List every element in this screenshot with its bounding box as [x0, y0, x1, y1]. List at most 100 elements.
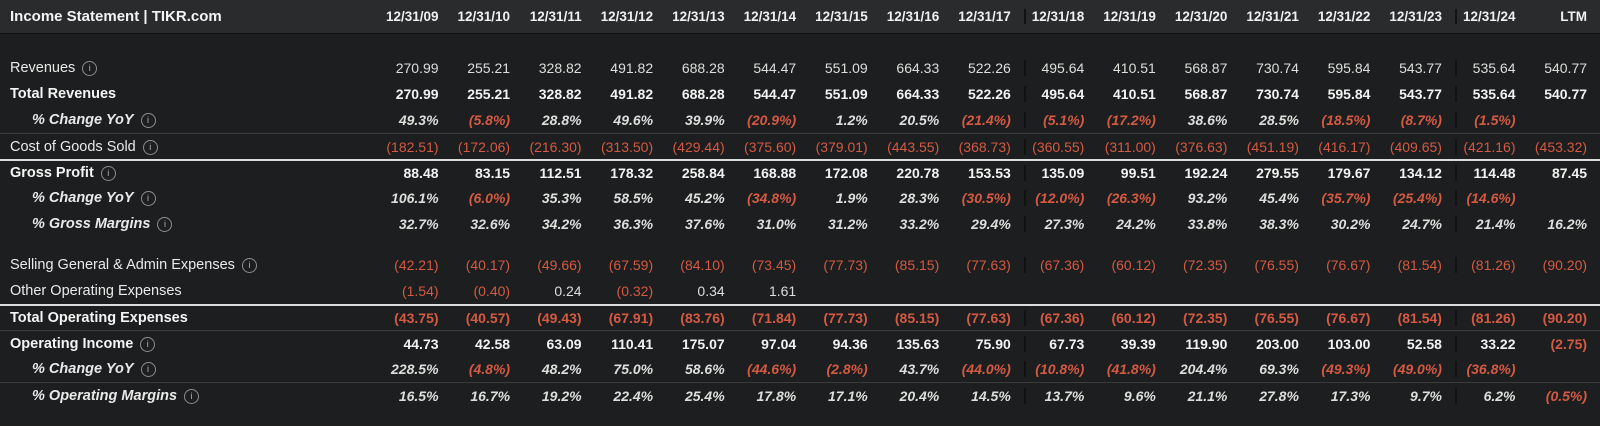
cell-total-revenues-12-31-10: 255.21 [467, 86, 511, 102]
table-row-other-operating-expenses: Other Operating Expenses (1.54) (0.40) 0.24… [0, 278, 1600, 304]
cell-gross-profit-change-yoy-12-31-10: (6.0%) [468, 190, 511, 206]
cell-gross-profit-change-yoy-12-31-23: (25.4%) [1392, 190, 1442, 206]
row-label-revenue-change-yoy[interactable]: % Change YoY i [0, 112, 380, 128]
row-label-total-revenues[interactable]: Total Revenues [0, 86, 380, 102]
info-icon[interactable]: i [140, 336, 156, 352]
cell-sga-expenses-12-31-13: (84.10) [680, 257, 725, 273]
cell-sga-expenses-12-31-23: (81.54) [1397, 257, 1442, 273]
column-header-12-31-13: 12/31/13 [672, 9, 725, 24]
cell-total-operating-expenses-12-31-23: (81.54) [1397, 310, 1442, 326]
table-row-revenues: Revenues i 270.99 255.21 328.82 491.82 688.28 5… [0, 55, 1600, 81]
cell-operating-income-ltm: (2.75) [1550, 335, 1588, 352]
column-header-ltm: LTM [1560, 9, 1588, 24]
cell-total-operating-expenses-12-31-09: (43.75) [394, 310, 439, 326]
row-label-other-operating-expenses[interactable]: Other Operating Expenses [0, 283, 380, 299]
cell-gross-profit-ltm: 87.45 [1551, 165, 1588, 181]
cell-operating-income-12-31-21: 203.00 [1256, 335, 1299, 352]
cell-total-operating-expenses-12-31-16: (85.15) [894, 310, 940, 326]
cell-gross-profit-12-31-15: 172.08 [824, 165, 868, 181]
column-header-12-31-11: 12/31/11 [529, 9, 582, 24]
cell-operating-income-change-yoy-12-31-16: 43.7% [899, 361, 940, 377]
cell-revenue-change-yoy-12-31-22: (18.5%) [1321, 112, 1371, 128]
cell-gross-profit-12-31-14: 168.88 [753, 165, 797, 181]
column-header-12-31-12: 12/31/12 [600, 9, 654, 24]
cell-operating-income-change-yoy-12-31-22: (49.3%) [1321, 361, 1371, 377]
row-label-gross-margins[interactable]: % Gross Margins i [0, 216, 380, 232]
cell-cost-of-goods-sold-12-31-21: (451.19) [1246, 138, 1299, 155]
cell-operating-margins-12-31-19: 9.6% [1123, 387, 1156, 404]
row-label-gross-profit-change-yoy[interactable]: % Change YoY i [0, 190, 380, 206]
cell-operating-income-change-yoy-12-31-10: (4.8%) [468, 361, 511, 377]
cell-gross-profit-12-31-18: 135.09 [1023, 165, 1098, 181]
column-header-12-31-09: 12/31/09 [385, 9, 439, 24]
row-label-text: % Change YoY [32, 190, 134, 206]
cell-gross-margins-12-31-15: 31.2% [828, 216, 868, 232]
row-label-cost-of-goods-sold[interactable]: Cost of Goods Sold i [0, 139, 380, 155]
info-icon[interactable]: i [241, 258, 257, 273]
info-icon[interactable]: i [140, 362, 156, 377]
cell-revenues-12-31-21: 730.74 [1256, 60, 1299, 76]
cell-gross-profit-12-31-16: 220.78 [896, 165, 940, 181]
cell-cost-of-goods-sold-12-31-12: (313.50) [600, 138, 654, 155]
cell-gross-profit-12-31-24: 114.48 [1454, 165, 1529, 181]
column-header-12-31-23: 12/31/23 [1389, 9, 1442, 24]
info-icon[interactable]: i [140, 191, 156, 206]
row-label-sga-expenses[interactable]: Selling General & Admin Expenses i [0, 257, 380, 273]
cell-total-operating-expenses-12-31-19: (60.12) [1111, 310, 1156, 326]
info-icon[interactable]: i [184, 388, 200, 404]
cell-revenues-12-31-24: 535.64 [1454, 60, 1529, 76]
cell-operating-margins-12-31-16: 20.4% [899, 387, 940, 404]
row-label-text: Total Operating Expenses [10, 310, 188, 326]
cell-total-revenues-12-31-09: 270.99 [395, 86, 439, 102]
cell-total-revenues-12-31-14: 544.47 [753, 86, 797, 102]
cell-operating-income-12-31-23: 52.58 [1406, 335, 1442, 352]
cell-gross-profit-change-yoy-12-31-14: (34.8%) [747, 190, 797, 206]
table-row-gross-profit: Gross Profit i 88.48 83.15 112.51 178.32 258.8… [0, 159, 1600, 185]
cell-revenues-12-31-18: 495.64 [1023, 60, 1098, 76]
table-row-gross-profit-change-yoy: % Change YoY i 106.1% (6.0%) 35.3% 58.5% 45.2%… [0, 185, 1600, 211]
cell-gross-profit-12-31-09: 88.48 [403, 165, 439, 181]
info-icon[interactable]: i [140, 113, 156, 128]
cell-gross-profit-12-31-21: 279.55 [1256, 165, 1299, 181]
table-row-cost-of-goods-sold: Cost of Goods Sold i (182.51) (172.06) (216.… [0, 133, 1600, 159]
cell-cost-of-goods-sold-12-31-20: (376.63) [1175, 138, 1228, 155]
cell-cost-of-goods-sold-12-31-13: (429.44) [672, 138, 725, 155]
cell-revenues-12-31-16: 664.33 [896, 60, 940, 76]
row-label-total-operating-expenses[interactable]: Total Operating Expenses [0, 310, 380, 326]
cell-operating-income-change-yoy-12-31-17: (44.0%) [961, 361, 1011, 377]
cell-total-operating-expenses-12-31-17: (77.63) [966, 310, 1011, 326]
info-icon[interactable]: i [100, 166, 116, 181]
row-label-revenues[interactable]: Revenues i [0, 60, 380, 76]
cell-gross-margins-12-31-23: 24.7% [1402, 216, 1442, 232]
cell-operating-income-change-yoy-12-31-18: (10.8%) [1023, 361, 1098, 377]
cell-sga-expenses-12-31-17: (77.63) [966, 257, 1011, 273]
table-body: Revenues i 270.99 255.21 328.82 491.82 688.28 5… [0, 34, 1600, 408]
row-label-text: % Operating Margins [32, 387, 178, 404]
info-icon[interactable]: i [142, 139, 158, 155]
cell-gross-profit-12-31-19: 99.51 [1120, 165, 1156, 181]
cell-other-operating-expenses-12-31-14: 1.61 [768, 283, 797, 299]
cell-sga-expenses-12-31-18: (67.36) [1023, 257, 1098, 273]
cell-operating-margins-12-31-24: 6.2% [1454, 387, 1529, 404]
cell-revenue-change-yoy-12-31-12: 49.6% [613, 112, 654, 128]
column-header-12-31-19: 12/31/19 [1103, 9, 1156, 24]
cell-revenues-12-31-17: 522.26 [967, 60, 1011, 76]
table-row-sga-expenses: Selling General & Admin Expenses i (42.21)… [0, 252, 1600, 278]
cell-operating-income-12-31-19: 39.39 [1120, 335, 1156, 352]
cell-total-revenues-12-31-18: 495.64 [1023, 86, 1098, 102]
cell-total-operating-expenses-12-31-12: (67.91) [608, 310, 654, 326]
info-icon[interactable]: i [82, 61, 98, 76]
cell-operating-margins-ltm: (0.5%) [1545, 387, 1588, 404]
cell-operating-income-change-yoy-12-31-19: (41.8%) [1106, 361, 1156, 377]
cell-gross-margins-12-31-19: 24.2% [1116, 216, 1156, 232]
cell-revenue-change-yoy-12-31-23: (8.7%) [1400, 112, 1442, 128]
row-label-operating-income-change-yoy[interactable]: % Change YoY i [0, 361, 380, 377]
row-label-operating-income[interactable]: Operating Income i [0, 336, 380, 352]
cell-operating-income-change-yoy-12-31-13: 58.6% [684, 361, 725, 377]
row-label-gross-profit[interactable]: Gross Profit i [0, 165, 380, 181]
row-label-operating-margins[interactable]: % Operating Margins i [0, 388, 380, 404]
info-icon[interactable]: i [157, 217, 173, 232]
cell-revenue-change-yoy-12-31-24: (1.5%) [1454, 112, 1529, 128]
cell-other-operating-expenses-12-31-09: (1.54) [401, 283, 439, 299]
